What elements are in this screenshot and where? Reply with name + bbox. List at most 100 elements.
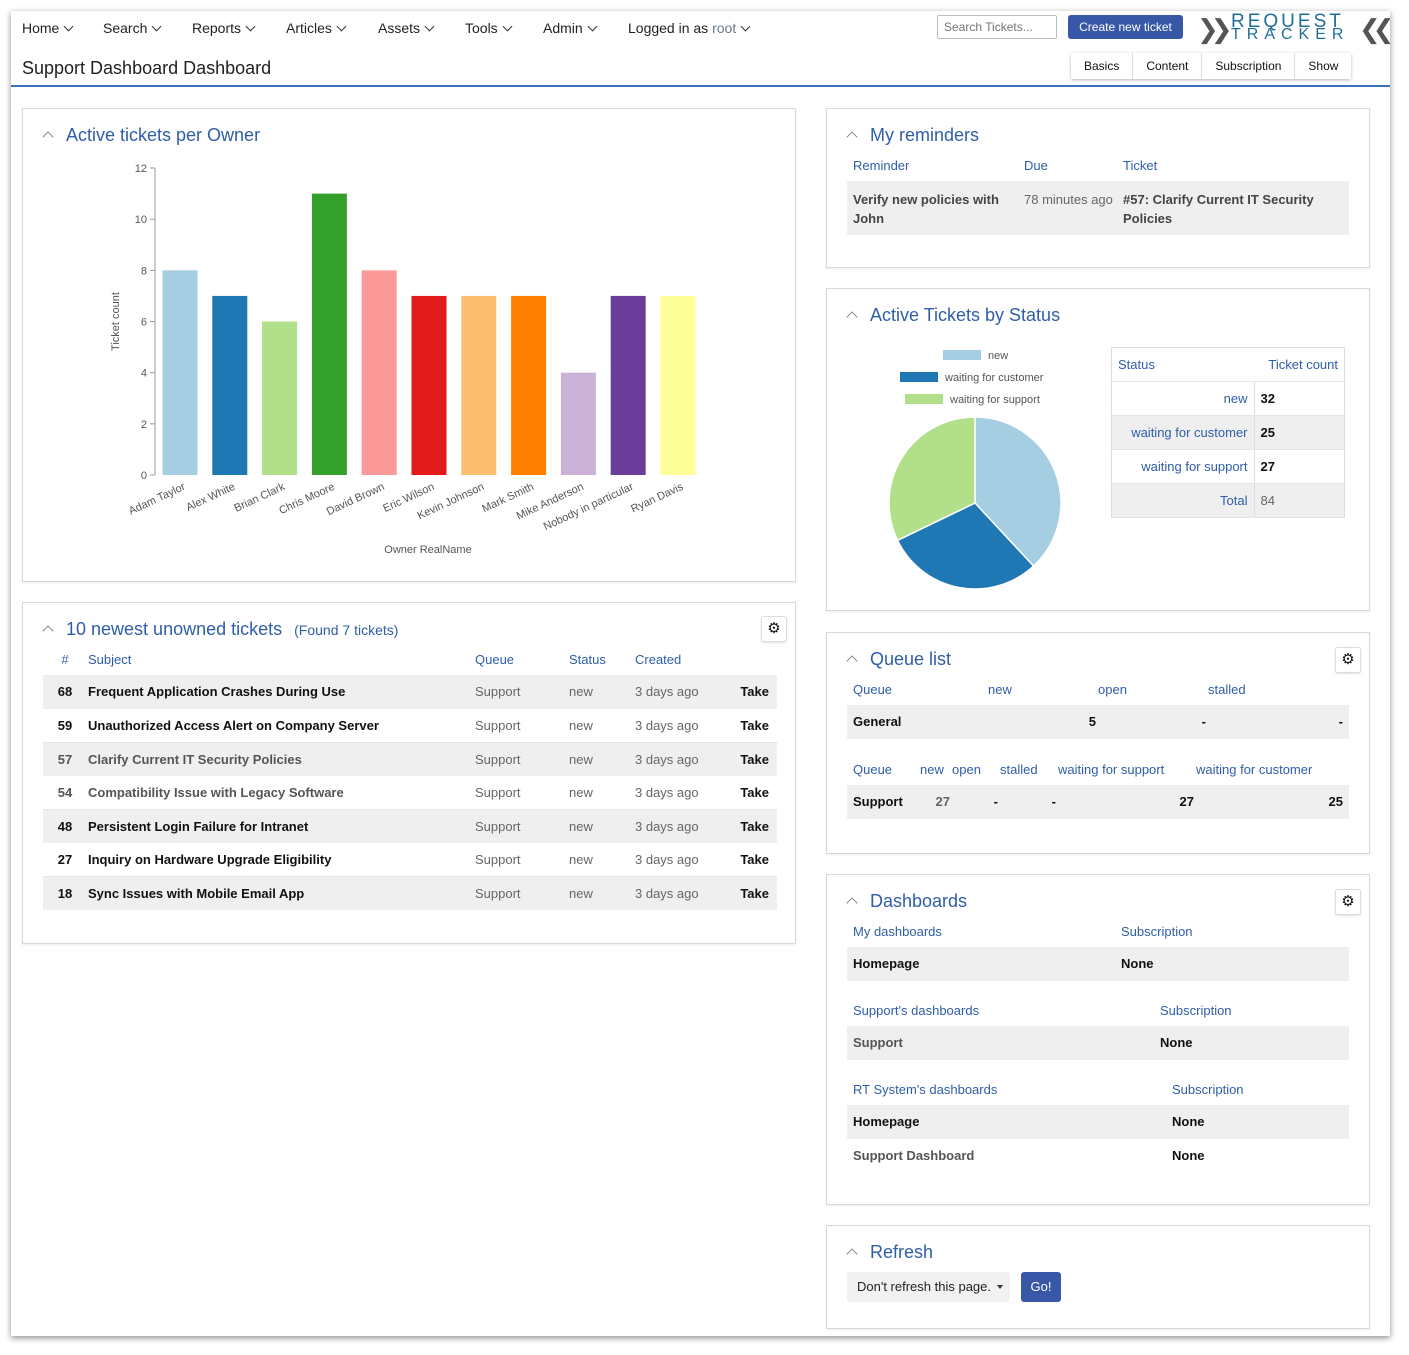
reminder-ticket-link[interactable]: #57: Clarify Current IT Security Policie… (1122, 181, 1349, 235)
take-link[interactable]: Take (724, 742, 777, 776)
panel-title[interactable]: My reminders (870, 125, 980, 145)
queue-name-link[interactable]: Support (847, 785, 919, 819)
ticket-id[interactable]: 54 (43, 775, 87, 810)
take-link[interactable]: Take (724, 842, 777, 877)
bar (311, 193, 347, 475)
create-ticket-button[interactable]: Create new ticket (1068, 15, 1183, 39)
collapse-icon[interactable] (846, 655, 858, 667)
menu-assets[interactable]: Assets (378, 20, 435, 36)
unowned-title[interactable]: 10 newest unowned tickets (66, 619, 283, 639)
ticket-subject[interactable]: Frequent Application Crashes During Use (87, 675, 474, 709)
menu-label: Admin (543, 20, 583, 36)
menu-admin[interactable]: Admin (543, 20, 598, 36)
queue-new-count[interactable]: 27 (919, 785, 951, 819)
x-tick-label: Nobody in particular (542, 481, 636, 533)
tab-basics[interactable]: Basics (1071, 53, 1134, 79)
status-count[interactable]: 32 (1254, 381, 1345, 416)
col-status[interactable]: Status (569, 651, 606, 667)
ticket-id[interactable]: 18 (43, 876, 87, 910)
status-count[interactable]: 25 (1254, 415, 1345, 450)
take-link[interactable]: Take (724, 675, 777, 709)
chevron-down-icon (151, 21, 162, 32)
ticket-id[interactable]: 68 (43, 675, 87, 709)
bar (262, 321, 298, 475)
gear-icon[interactable]: ⚙ (761, 616, 787, 642)
queue-new-count[interactable]: 5 (987, 705, 1097, 739)
dashboard-link[interactable]: Homepage (847, 947, 1120, 981)
ticket-id[interactable]: 59 (43, 708, 87, 743)
take-link[interactable]: Take (724, 876, 777, 910)
col-subject[interactable]: Subject (88, 651, 132, 667)
ticket-subject[interactable]: Inquiry on Hardware Upgrade Eligibility (87, 842, 474, 877)
reminder-text[interactable]: Verify new policies with John (847, 181, 1023, 235)
take-link[interactable]: Take (724, 809, 777, 843)
table-row: 57 Clarify Current IT Security Policies Su… (43, 742, 777, 776)
ticket-id[interactable]: 48 (43, 809, 87, 843)
ticket-created: 3 days ago (634, 675, 724, 709)
ticket-subject[interactable]: Unauthorized Access Alert on Company Ser… (87, 708, 474, 743)
collapse-icon[interactable] (846, 131, 858, 143)
menu-user[interactable]: Logged in as root (628, 20, 751, 36)
tab-subscription[interactable]: Subscription (1202, 53, 1296, 79)
ticket-subject[interactable]: Persistent Login Failure for Intranet (87, 809, 474, 843)
panel-title[interactable]: Dashboards (870, 891, 968, 911)
found-count[interactable]: (Found 7 tickets) (294, 622, 399, 638)
queue-waiting-customer-count[interactable]: 25 (1195, 785, 1349, 819)
take-link[interactable]: Take (724, 708, 777, 743)
status-label[interactable]: waiting for customer (1111, 415, 1255, 450)
col-id[interactable]: # (61, 651, 69, 667)
gear-icon[interactable]: ⚙ (1335, 647, 1361, 673)
col-created[interactable]: Created (635, 651, 682, 667)
menu-search[interactable]: Search (103, 20, 162, 36)
total-count: 84 (1254, 483, 1345, 518)
panel-title[interactable]: Queue list (870, 649, 952, 669)
panel-title[interactable]: Active tickets per Owner (66, 125, 261, 145)
ticket-subject[interactable]: Clarify Current IT Security Policies (87, 742, 474, 776)
app-window: Home Search Reports Articles Assets Tool… (11, 11, 1390, 1336)
request-tracker-logo[interactable]: ❯❯ REQUEST TRACKER ❮❮ (1197, 11, 1390, 44)
ticket-id[interactable]: 27 (43, 842, 87, 877)
collapse-icon[interactable] (846, 897, 858, 909)
table-row: Support None (847, 1026, 1349, 1060)
col-waiting-support: waiting for support (1058, 761, 1165, 777)
double-chevron-right-icon: ❯❯ (1197, 14, 1232, 44)
subscription-value[interactable]: None (1159, 1026, 1349, 1060)
take-link[interactable]: Take (724, 775, 777, 810)
dashboard-link[interactable]: Support Dashboard (853, 1147, 975, 1163)
tab-content[interactable]: Content (1133, 53, 1203, 79)
dashboard-link[interactable]: Homepage (847, 1105, 1171, 1139)
collapse-icon[interactable] (42, 625, 54, 637)
collapse-icon[interactable] (846, 311, 858, 323)
x-tick-label: Alex White (184, 481, 237, 514)
gear-icon[interactable]: ⚙ (1335, 889, 1361, 915)
panel-title[interactable]: Refresh (870, 1242, 934, 1262)
col-queue[interactable]: Queue (475, 651, 515, 667)
ticket-subject[interactable]: Sync Issues with Mobile Email App (87, 876, 474, 910)
queue-name-link[interactable]: General (847, 705, 987, 739)
ticket-queue: Support (474, 675, 568, 709)
menu-reports[interactable]: Reports (192, 20, 256, 36)
search-tickets-input[interactable] (937, 15, 1057, 39)
panel-title[interactable]: Active Tickets by Status (870, 305, 1061, 325)
go-button[interactable]: Go! (1021, 1272, 1061, 1302)
ticket-id[interactable]: 57 (43, 742, 87, 776)
queue-waiting-support-count[interactable]: 27 (1057, 785, 1195, 819)
status-count[interactable]: 27 (1254, 449, 1345, 484)
subscription-value[interactable]: None (1171, 1105, 1349, 1139)
ticket-subject[interactable]: Compatibility Issue with Legacy Software (87, 775, 474, 810)
menu-home[interactable]: Home (22, 20, 74, 36)
tab-show[interactable]: Show (1295, 53, 1352, 79)
menu-articles[interactable]: Articles (286, 20, 347, 36)
status-label[interactable]: new (1111, 381, 1255, 416)
status-label[interactable]: waiting for support (1111, 449, 1255, 484)
collapse-icon[interactable] (846, 1248, 858, 1260)
refresh-interval-select[interactable]: Don't refresh this page. (847, 1272, 1010, 1302)
col-open: open (1098, 681, 1127, 697)
general-queue-table: Queue new open stalled General 5 - - (847, 673, 1349, 739)
dashboard-link[interactable]: Support (847, 1026, 1159, 1060)
subscription-value[interactable]: None (1120, 947, 1349, 981)
unowned-tickets-panel: 10 newest unowned tickets (Found 7 ticket… (22, 602, 796, 944)
y-axis-label: Ticket count (110, 292, 122, 351)
subscription-value[interactable]: None (1172, 1147, 1205, 1163)
menu-tools[interactable]: Tools (465, 20, 513, 36)
